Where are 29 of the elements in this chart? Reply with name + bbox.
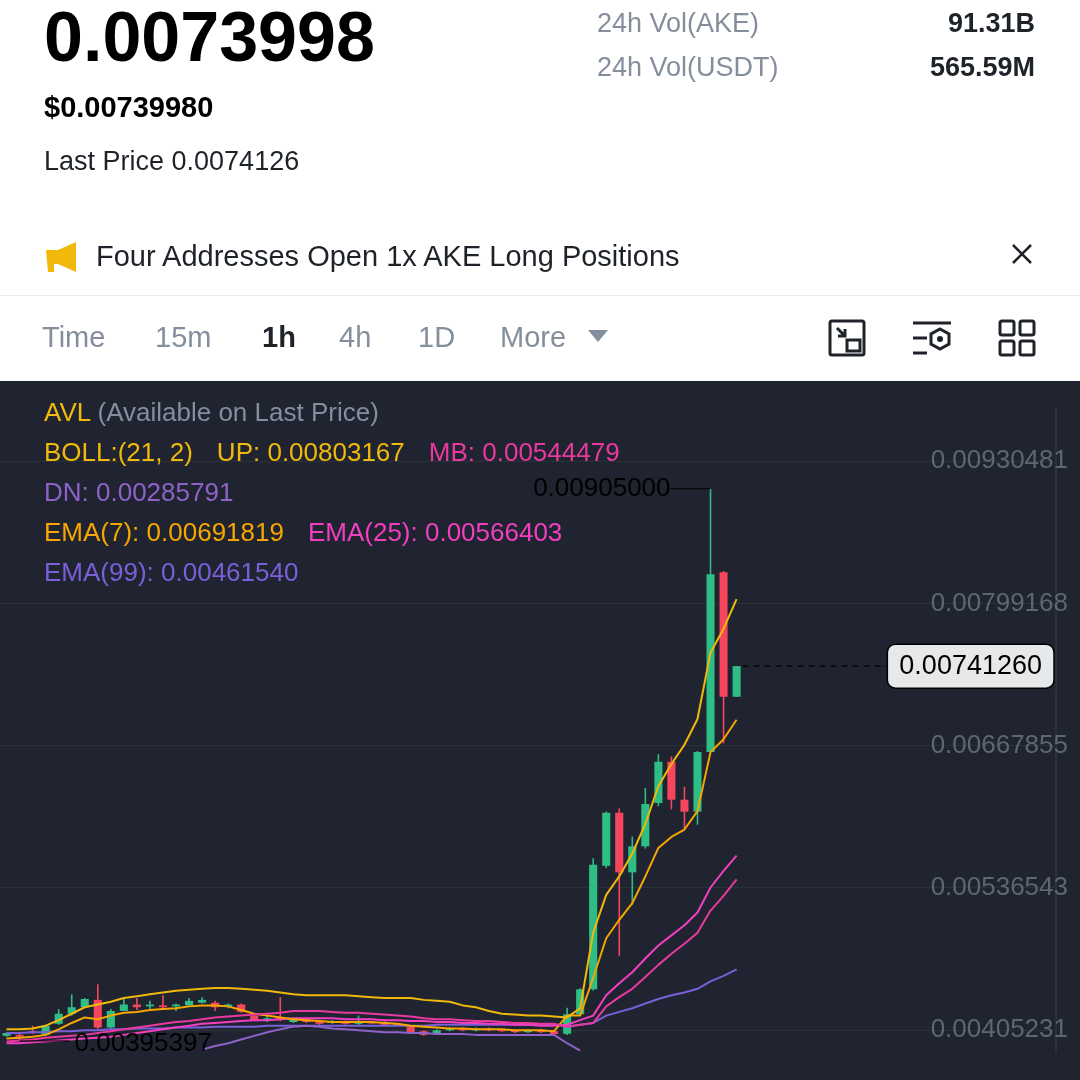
text: Four Addresses Open 1x AKE Long Positions	[96, 240, 680, 272]
annotation: AVL (Available on Last Price)	[44, 397, 379, 427]
chart-title: 0.0073998	[44, 0, 375, 76]
text: EMA(25): 0.00566403	[307, 517, 563, 547]
annotation: 0.00395397	[74, 1026, 212, 1057]
y-tick-label: 0.00536543	[930, 871, 1068, 902]
y-tick-label: 0.00667855	[930, 728, 1068, 759]
y-tick-label: 0.00405231	[930, 1013, 1068, 1044]
text: 24h Vol(AKE)	[597, 8, 760, 38]
y-tick-label: 0.00799168	[930, 586, 1068, 617]
text: DN: 0.00285791	[44, 477, 234, 507]
text: 1h	[262, 321, 296, 353]
text: EMA(7): 0.00691819	[44, 517, 284, 547]
text: 24h Vol(USDT)	[597, 52, 779, 82]
chart-subtitle: $0.00739980	[44, 91, 214, 123]
text: More	[500, 321, 567, 353]
ref-line-label: 0.00741260	[899, 649, 1043, 680]
text: 1D	[418, 321, 456, 353]
text: 91.31B	[947, 8, 1035, 38]
text: UP: 0.00803167	[216, 437, 405, 467]
y-tick-label: 0.00930481	[930, 444, 1068, 475]
text: 4h	[339, 321, 372, 353]
text: Time	[42, 321, 106, 353]
legend-title: BOLL:(21, 2)	[44, 437, 193, 467]
text: MB: 0.00544479	[428, 437, 620, 467]
text: Last Price 0.0074126	[44, 146, 300, 176]
text: 15m	[155, 321, 212, 353]
text: 565.59M	[929, 52, 1035, 82]
text: EMA(99): 0.00461540	[44, 557, 299, 587]
